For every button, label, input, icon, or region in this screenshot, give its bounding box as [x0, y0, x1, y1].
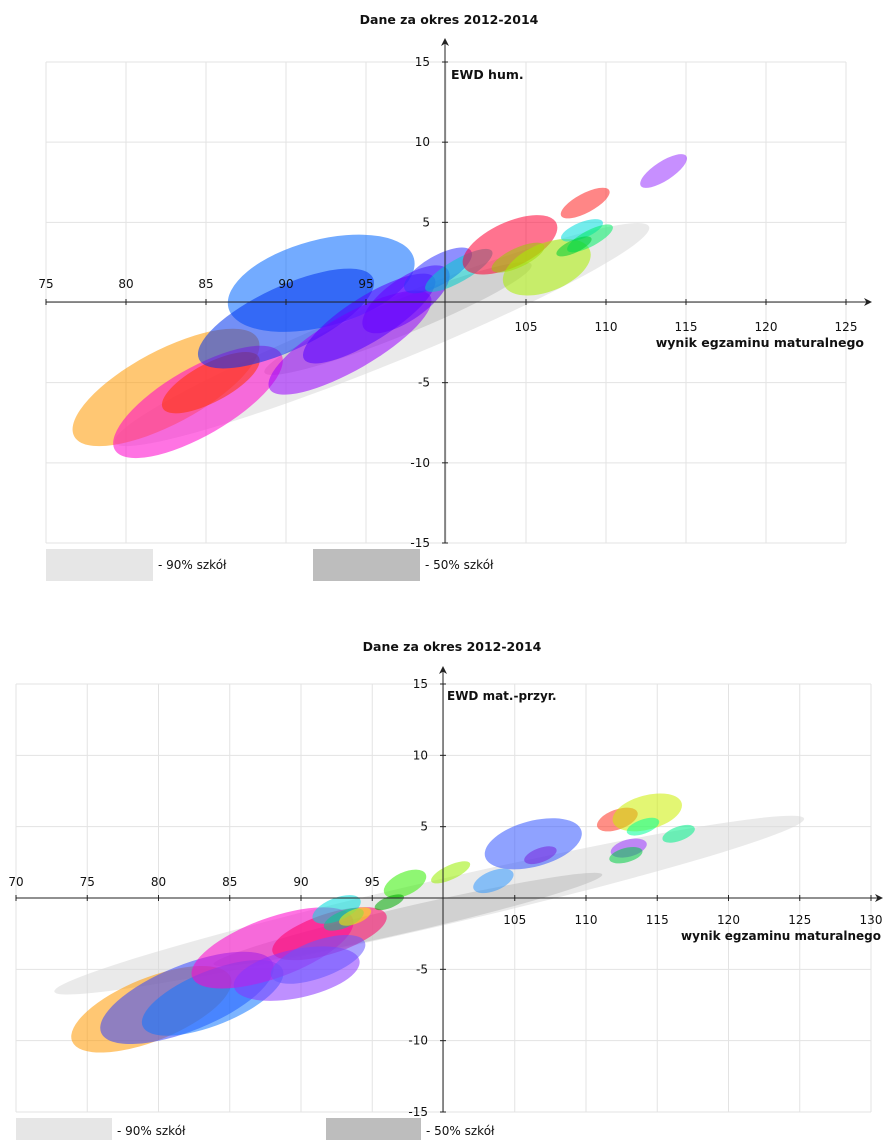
y-tick-label: 15 — [413, 677, 428, 691]
x-tick-label: 105 — [503, 913, 526, 927]
y-tick-label: -10 — [408, 1034, 428, 1048]
x-tick-label: 120 — [717, 913, 740, 927]
school-ellipse — [561, 219, 603, 242]
x-tick-label: 75 — [80, 875, 95, 889]
school-ellipse — [662, 824, 695, 843]
ellipses — [72, 154, 688, 459]
school-ellipse — [462, 215, 558, 275]
axes — [16, 666, 883, 1112]
school-ellipse — [626, 817, 660, 836]
x-tick-label: 80 — [151, 875, 166, 889]
x-tick-label: 95 — [365, 875, 380, 889]
x-tick-label: 95 — [358, 277, 373, 291]
x-axis-label: wynik egzaminu maturalnego — [656, 335, 865, 350]
x-tick-label: 110 — [575, 913, 598, 927]
y-tick-label: 10 — [415, 135, 430, 149]
x-tick-label: 105 — [515, 320, 538, 334]
legend-label-90: - 90% szkół — [117, 1124, 186, 1138]
y-tick-label: -15 — [408, 1105, 428, 1119]
legend-label-50: - 50% szkół — [426, 1124, 495, 1138]
school-ellipse — [484, 818, 582, 870]
legend-swatch-50 — [313, 549, 420, 581]
y-tick-label: -5 — [418, 376, 430, 390]
x-tick-label: 70 — [8, 875, 23, 889]
x-tick-label: 125 — [788, 913, 811, 927]
legend-swatch-90 — [46, 549, 153, 581]
y-tick-label: 5 — [420, 820, 428, 834]
school-ellipse — [524, 846, 557, 865]
x-tick-label: 90 — [278, 277, 293, 291]
x-tick-label: 115 — [646, 913, 669, 927]
x-tick-label: 85 — [222, 875, 237, 889]
school-ellipse — [312, 895, 361, 924]
x-tick-label: 125 — [835, 320, 858, 334]
y-tick-label: -15 — [410, 536, 430, 550]
school-ellipse — [556, 236, 592, 257]
school-ellipse — [431, 861, 471, 884]
school-ellipse — [339, 907, 372, 926]
y-tick-label: -5 — [416, 962, 428, 976]
school-ellipse — [560, 187, 610, 219]
y-tick-label: 10 — [413, 748, 428, 762]
x-axis-label: wynik egzaminu maturalnego — [681, 929, 881, 943]
ellipses — [71, 793, 695, 1053]
y-axis-label: EWD hum. — [451, 67, 524, 82]
x-tick-label: 115 — [675, 320, 698, 334]
y-tick-label: 5 — [422, 215, 430, 229]
y-axis-label: EWD mat.-przyr. — [447, 689, 557, 703]
x-tick-label: 90 — [293, 875, 308, 889]
school-ellipse — [612, 793, 682, 832]
school-ellipse — [197, 268, 375, 369]
x-tick-label: 130 — [860, 913, 883, 927]
y-tick-label: -10 — [410, 456, 430, 470]
school-ellipse — [403, 247, 473, 294]
x-tick-label: 80 — [118, 277, 133, 291]
legend-swatch-50 — [326, 1118, 421, 1140]
x-tick-label: 75 — [38, 277, 53, 291]
chart-title: Dane za okres 2012-2014 — [360, 12, 539, 27]
x-tick-label: 85 — [198, 277, 213, 291]
school-ellipse — [270, 934, 366, 984]
school-ellipse — [383, 869, 427, 898]
school-ellipse — [609, 847, 643, 864]
legend-label-50: - 50% szkół — [425, 558, 494, 572]
legend-swatch-90 — [16, 1118, 112, 1140]
x-tick-label: 110 — [595, 320, 618, 334]
school-ellipse — [473, 868, 514, 894]
x-tick-label: 120 — [755, 320, 778, 334]
legend-label-90: - 90% szkół — [158, 558, 227, 572]
y-tick-label: 15 — [415, 55, 430, 69]
school-ellipse — [640, 154, 688, 188]
chart-title: Dane za okres 2012-2014 — [363, 639, 542, 654]
axes — [46, 38, 872, 543]
